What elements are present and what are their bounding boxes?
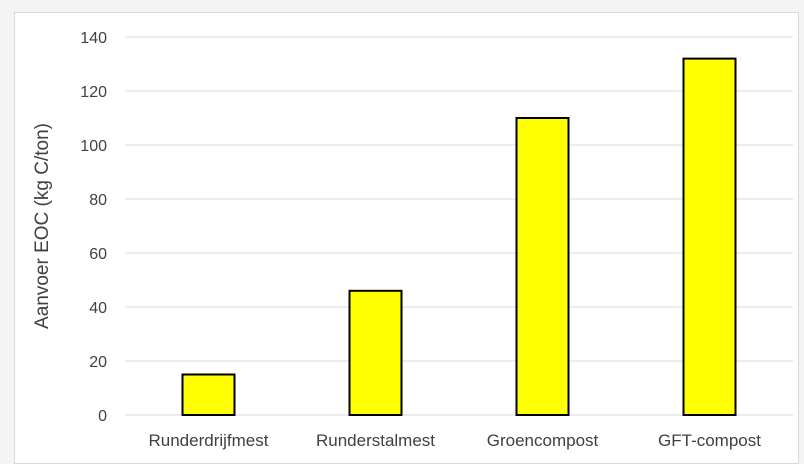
y-axis-title: Aanvoer EOC (kg C/ton)	[32, 123, 53, 329]
y-tick-label: 80	[89, 192, 107, 209]
x-category-label: Runderstalmest	[316, 431, 435, 450]
y-tick-labels: 0 20 40 60 80 100 120 140	[80, 30, 107, 425]
x-category-label: Groencompost	[487, 431, 599, 450]
y-tick-label: 20	[89, 354, 107, 371]
y-tick-label: 0	[98, 408, 107, 425]
bar-runderstalmest	[348, 289, 403, 416]
bar-gft-compost	[682, 57, 737, 416]
bar-runderdrijfmest	[181, 373, 236, 416]
chart-frame	[14, 12, 799, 464]
y-tick-label: 120	[80, 84, 107, 101]
x-category-label: GFT-compost	[658, 431, 761, 450]
y-tick-label: 140	[80, 30, 107, 47]
y-tick-label: 40	[89, 300, 107, 317]
x-category-labels: Runderdrijfmest Runderstalmest Groencompos…	[149, 431, 762, 450]
x-category-label: Runderdrijfmest	[149, 431, 269, 450]
bars	[181, 57, 737, 416]
gridlines	[125, 36, 793, 416]
bar-groencompost	[515, 117, 570, 416]
y-tick-label: 60	[89, 246, 107, 263]
y-tick-label: 100	[80, 138, 107, 155]
